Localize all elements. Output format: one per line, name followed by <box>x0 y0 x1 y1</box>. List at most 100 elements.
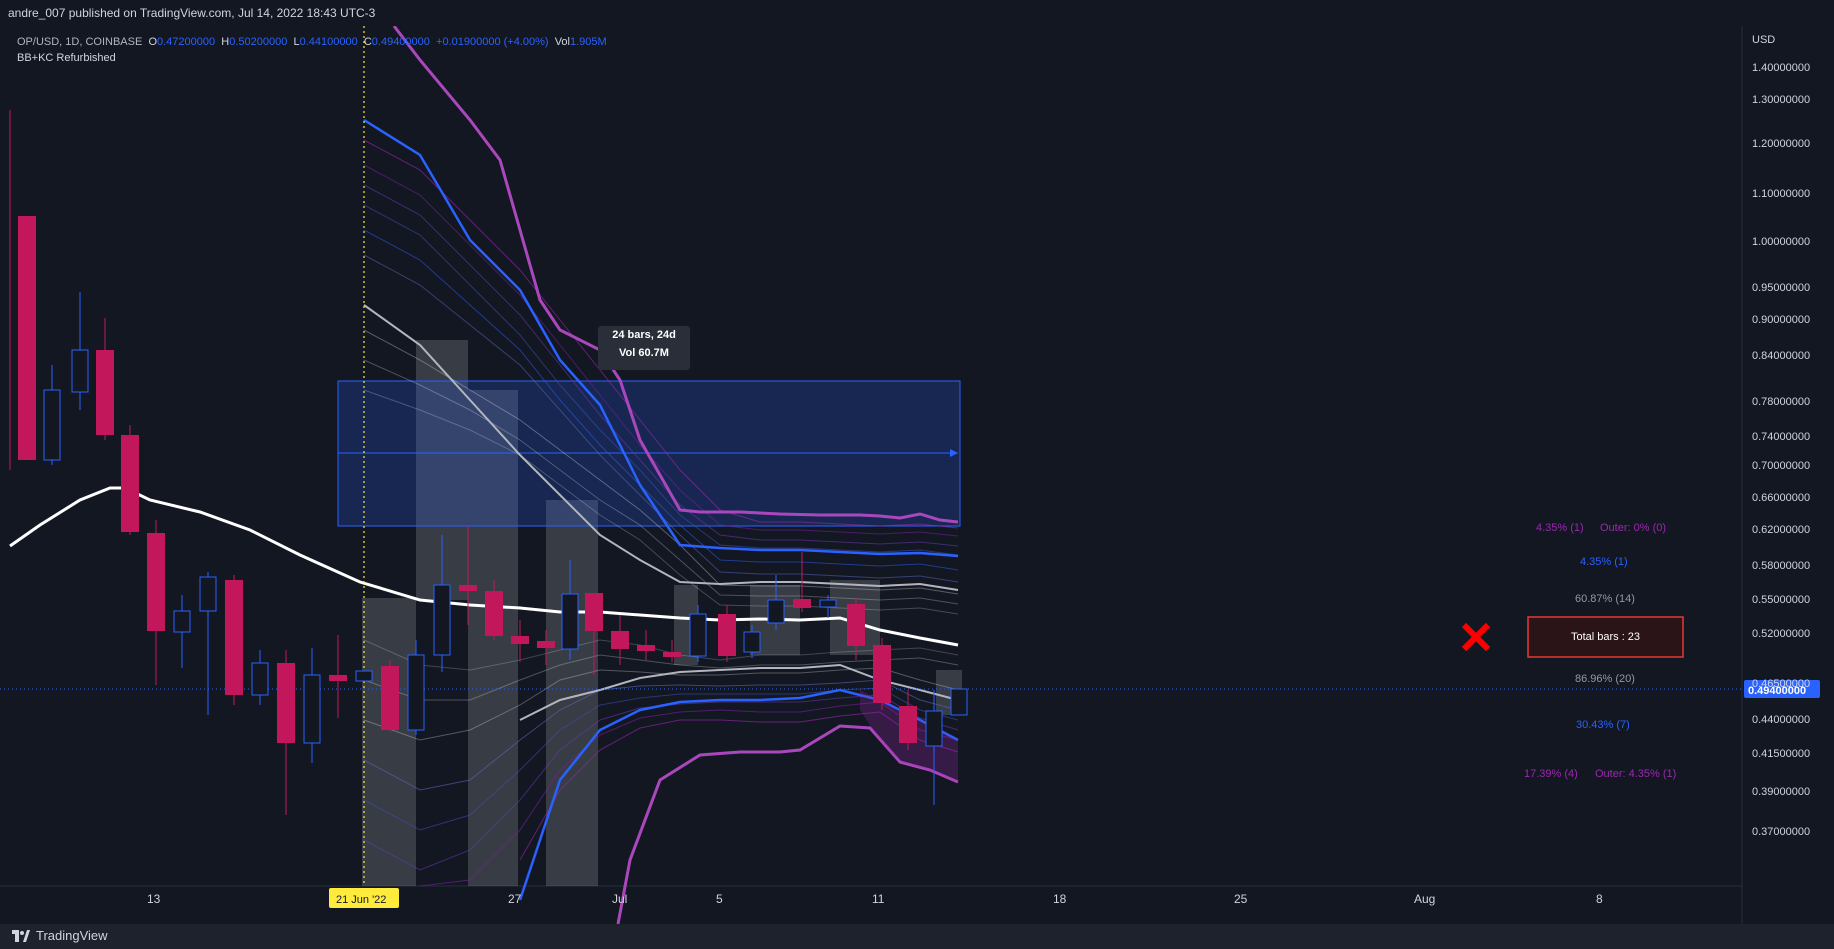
price-tick: 0.95000000 <box>1752 282 1811 294</box>
price-tick: 0.66000000 <box>1752 492 1811 504</box>
price-tick: 0.39000000 <box>1752 786 1811 798</box>
candle <box>561 560 579 660</box>
stat-upper-outer: 4.35% (1) <box>1536 522 1584 534</box>
total-bars: Total bars : 23 <box>1570 631 1641 643</box>
candle <box>611 615 629 665</box>
chart-area[interactable]: OP/USD, 1D, COINBASE O0.47200000 H0.5020… <box>0 26 1834 924</box>
price-tick: 0.58000000 <box>1752 560 1811 572</box>
candle <box>147 520 165 685</box>
currency-label: USD <box>1752 34 1776 46</box>
price-tick: 0.46500000 <box>1752 678 1811 690</box>
time-tick: Jul <box>612 892 628 906</box>
price-tick: 0.74000000 <box>1752 431 1811 443</box>
measure-tooltip: 24 bars, 24d Vol 60.7M <box>598 326 690 362</box>
price-tick: 0.78000000 <box>1752 396 1811 408</box>
kc-upper-outer <box>392 26 959 524</box>
vol-label: Vol <box>554 36 570 48</box>
price-tick: 0.37000000 <box>1752 826 1811 838</box>
candle <box>511 620 529 662</box>
time-axis[interactable]: 13 27 Jul 5 11 18 25 Aug 8 <box>0 890 1742 910</box>
price-tick: 0.90000000 <box>1752 314 1811 326</box>
candlesticks <box>18 216 968 815</box>
candle <box>950 688 968 716</box>
time-tick: 13 <box>147 892 161 906</box>
candle <box>793 552 811 612</box>
indicator-name[interactable]: BB+KC Refurbished <box>17 52 116 64</box>
date-marker-label: 21 Jun '22 <box>336 894 387 906</box>
legend: OP/USD, 1D, COINBASE O0.47200000 H0.5020… <box>17 34 607 66</box>
low-value: 0.44100000 <box>299 36 358 48</box>
high-label: H <box>221 36 230 48</box>
close-value: 0.49400000 <box>371 36 430 48</box>
candle <box>767 575 785 630</box>
candle <box>925 690 943 805</box>
candle <box>303 648 321 763</box>
candle <box>847 598 865 660</box>
price-tick: 1.20000000 <box>1752 138 1811 150</box>
time-tick: 18 <box>1053 892 1067 906</box>
price-tick: 1.00000000 <box>1752 236 1811 248</box>
time-tick: 8 <box>1596 892 1603 906</box>
change-value: +0.01900000 (+4.00%) <box>436 36 549 48</box>
time-tick: 11 <box>872 892 885 906</box>
price-tick: 1.10000000 <box>1752 188 1811 200</box>
candle <box>251 650 269 705</box>
stat-upper-inner: 60.87% (14) <box>1575 593 1635 605</box>
publish-info: andre_007 published on TradingView.com, … <box>8 6 376 20</box>
price-tick: 1.30000000 <box>1752 94 1811 106</box>
candle <box>637 630 655 660</box>
candle <box>485 580 503 640</box>
band-fan-upper <box>363 139 959 615</box>
candle <box>585 593 603 675</box>
legend-ohlc-row: OP/USD, 1D, COINBASE O0.47200000 H0.5020… <box>17 34 607 50</box>
measure-vol: Vol 60.7M <box>619 347 669 359</box>
open-label: O <box>148 36 157 48</box>
candle <box>96 318 114 440</box>
price-tick: 0.44000000 <box>1752 714 1811 726</box>
stat-upper-bb: 4.35% (1) <box>1580 556 1628 568</box>
candle <box>537 630 555 665</box>
price-tick: 0.41500000 <box>1752 748 1811 760</box>
time-tick: Aug <box>1414 892 1436 906</box>
candle <box>873 638 891 710</box>
tradingview-logo[interactable]: TradingView <box>12 928 108 943</box>
open-value: 0.47200000 <box>157 36 216 48</box>
stat-lower-outer: 17.39% (4) <box>1524 768 1578 780</box>
kc-upper <box>363 304 959 591</box>
candle <box>355 670 373 682</box>
candle <box>43 365 61 465</box>
chart-canvas[interactable] <box>0 26 1834 924</box>
price-tick: 0.62000000 <box>1752 524 1811 536</box>
candle <box>663 640 681 662</box>
date-marker-label-bg <box>329 888 399 908</box>
measure-arrowhead <box>950 449 958 457</box>
candle <box>381 660 399 732</box>
stat-lower-outer-extra: Outer: 4.35% (1) <box>1595 768 1677 780</box>
close-label: C <box>363 36 372 48</box>
bb-upper <box>363 118 959 558</box>
candle <box>407 640 425 735</box>
candle <box>718 605 736 662</box>
vol-value: 1.905M <box>570 36 607 48</box>
total-bars-box <box>1527 616 1684 658</box>
price-tick: 0.52000000 <box>1752 628 1811 640</box>
candle <box>899 690 917 750</box>
price-tick: 0.55000000 <box>1752 594 1811 606</box>
current-price-label-bg <box>1744 680 1820 698</box>
candle <box>329 635 347 718</box>
stat-lower-inner: 86.96% (20) <box>1575 673 1635 685</box>
red-x-marker <box>1461 622 1491 652</box>
candle <box>743 625 761 658</box>
candle <box>277 650 295 815</box>
candle <box>225 575 243 705</box>
high-value: 0.50200000 <box>229 36 288 48</box>
time-tick: 5 <box>716 892 723 906</box>
candle <box>173 595 191 668</box>
symbol-label[interactable]: OP/USD, 1D, COINBASE <box>17 36 143 48</box>
candle <box>433 535 451 672</box>
measure-bars: 24 bars, 24d <box>612 329 676 341</box>
price-axis[interactable]: 1.40000000 1.30000000 1.20000000 1.10000000… <box>1752 26 1834 886</box>
stat-lower-bb: 30.43% (7) <box>1576 719 1630 731</box>
candle <box>18 216 36 460</box>
stat-upper-outer-extra: Outer: 0% (0) <box>1600 522 1667 534</box>
